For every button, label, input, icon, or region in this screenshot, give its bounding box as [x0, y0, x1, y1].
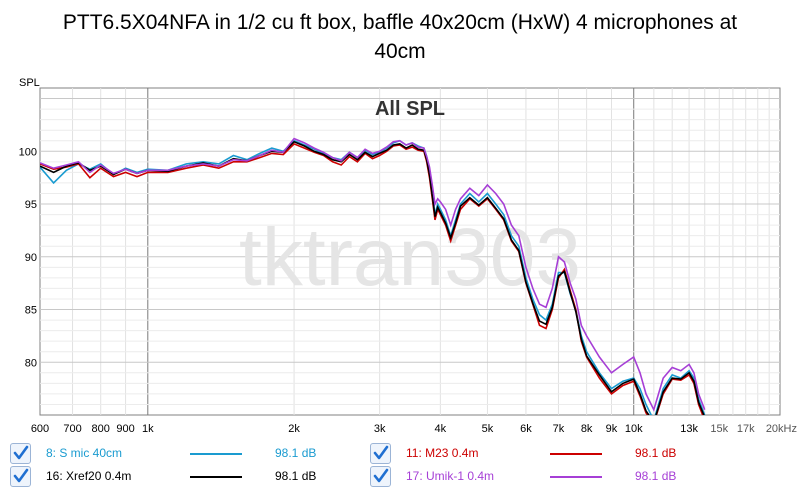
x-tick-label: 9k [606, 423, 618, 435]
check-icon [13, 468, 29, 483]
y-tick-label: 80 [25, 357, 37, 369]
y-tick-label: 85 [25, 305, 37, 317]
x-tick-label: 6k [520, 423, 532, 435]
x-tick-labels: 600 700 800 900 1k 2k 3k 4k 5k 6k 7k 8k 9k 10k 13k 15k 1… [31, 423, 797, 435]
legend-swatch [550, 453, 602, 455]
legend-swatch [550, 476, 602, 478]
chart-title: All SPL [375, 98, 445, 120]
x-tick-label: 600 [31, 423, 49, 435]
legend-swatch [190, 476, 242, 478]
x-tick-label: 8k [581, 423, 593, 435]
y-axis-label: SPL [19, 77, 40, 89]
legend-series-name: 8: S mic 40cm [46, 446, 123, 460]
x-tick-label: 20kHz [766, 423, 797, 435]
legend-level: 98.1 dB [275, 446, 317, 460]
grid-lines [40, 88, 780, 415]
x-tick-label: 4k [435, 423, 447, 435]
check-icon [13, 445, 29, 460]
legend-checkbox[interactable] [10, 443, 31, 464]
legend-level: 98.1 dB [275, 469, 317, 483]
legend-checkbox[interactable] [10, 466, 31, 487]
plot-area [39, 87, 781, 416]
page-title: PTT6.5X04NFA in 1/2 cu ft box, baffle 40… [0, 8, 800, 66]
x-tick-label: 13k [680, 423, 698, 435]
y-tick-label: 90 [25, 252, 37, 264]
legend-level: 98.1 dB [635, 469, 677, 483]
title-line-2: 40cm [374, 40, 426, 63]
legend-checkbox[interactable] [370, 466, 391, 487]
legend-level: 98.1 dB [635, 446, 677, 460]
legend-row: 8: S mic 40cm 98.1 dB [10, 443, 360, 464]
x-tick-label: 700 [63, 423, 81, 435]
check-icon [373, 468, 389, 483]
legend-series-name: 17: Umik-1 0.4m [406, 469, 495, 483]
series-lines[interactable] [40, 137, 706, 424]
x-tick-label: 900 [116, 423, 134, 435]
series-line-3[interactable] [40, 137, 706, 412]
x-tick-label: 15k [710, 423, 728, 435]
x-tick-label: 3k [374, 423, 386, 435]
legend-row: 17: Umik-1 0.4m 98.1 dB [370, 466, 720, 487]
x-tick-label: 800 [92, 423, 110, 435]
x-tick-label: 1k [142, 423, 154, 435]
legend-series-name: 11: M23 0.4m [406, 446, 479, 460]
x-tick-label: 7k [553, 423, 565, 435]
x-tick-label: 17k [737, 423, 755, 435]
legend-checkbox[interactable] [370, 443, 391, 464]
title-line-1: PTT6.5X04NFA in 1/2 cu ft box, baffle 40… [62, 11, 738, 34]
legend-series-name: 16: Xref20 0.4m [46, 469, 132, 483]
x-tick-label: 10k [625, 423, 643, 435]
x-tick-label: 2k [288, 423, 300, 435]
y-tick-labels: 80 85 90 95 100 [19, 146, 37, 369]
y-tick-label: 100 [19, 146, 37, 158]
legend-swatch [190, 453, 242, 455]
legend-row: 11: M23 0.4m 98.1 dB [370, 443, 720, 464]
y-tick-label: 95 [25, 199, 37, 211]
legend-row: 16: Xref20 0.4m 98.1 dB [10, 466, 360, 487]
x-tick-label: 5k [482, 423, 494, 435]
check-icon [373, 445, 389, 460]
